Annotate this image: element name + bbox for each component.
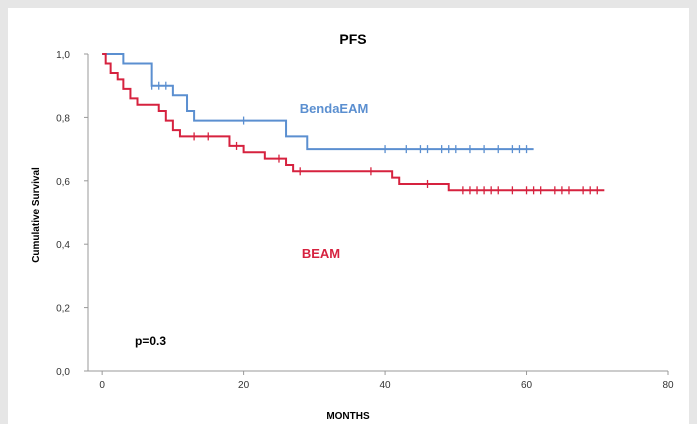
p-value-annotation: p=0.3 bbox=[135, 334, 166, 348]
x-axis-label: MONTHS bbox=[326, 411, 370, 422]
x-tick-label: 0 bbox=[99, 380, 105, 391]
series-bendaeam bbox=[102, 53, 534, 154]
y-tick-label: 0,2 bbox=[56, 304, 70, 315]
survival-curve-bendaeam bbox=[102, 53, 534, 151]
y-axis-label: Cumulative Survival bbox=[31, 167, 42, 263]
x-tick-label: 20 bbox=[238, 380, 250, 391]
y-tick-label: 0,6 bbox=[56, 177, 70, 188]
series-layer bbox=[102, 53, 605, 195]
y-tick-label: 0,0 bbox=[56, 367, 70, 378]
series-label-beam: BEAM bbox=[302, 246, 340, 261]
series-label-bendaeam: BendaEAM bbox=[300, 101, 369, 116]
y-tick-label: 1,0 bbox=[56, 50, 70, 61]
chart-panel bbox=[8, 8, 689, 424]
chart-title: PFS bbox=[339, 31, 366, 47]
y-tick-label: 0,4 bbox=[56, 240, 70, 251]
x-tick-label: 60 bbox=[521, 380, 533, 391]
x-tick-label: 40 bbox=[380, 380, 392, 391]
y-tick-label: 0,8 bbox=[56, 113, 70, 124]
x-tick-label: 80 bbox=[662, 380, 674, 391]
axis-ticks: 0 20 40 60 80 0,0 0,2 0,4 0,6 0,8 1,0 bbox=[56, 50, 674, 391]
series-beam bbox=[102, 53, 605, 195]
survival-curve-beam bbox=[102, 53, 605, 192]
